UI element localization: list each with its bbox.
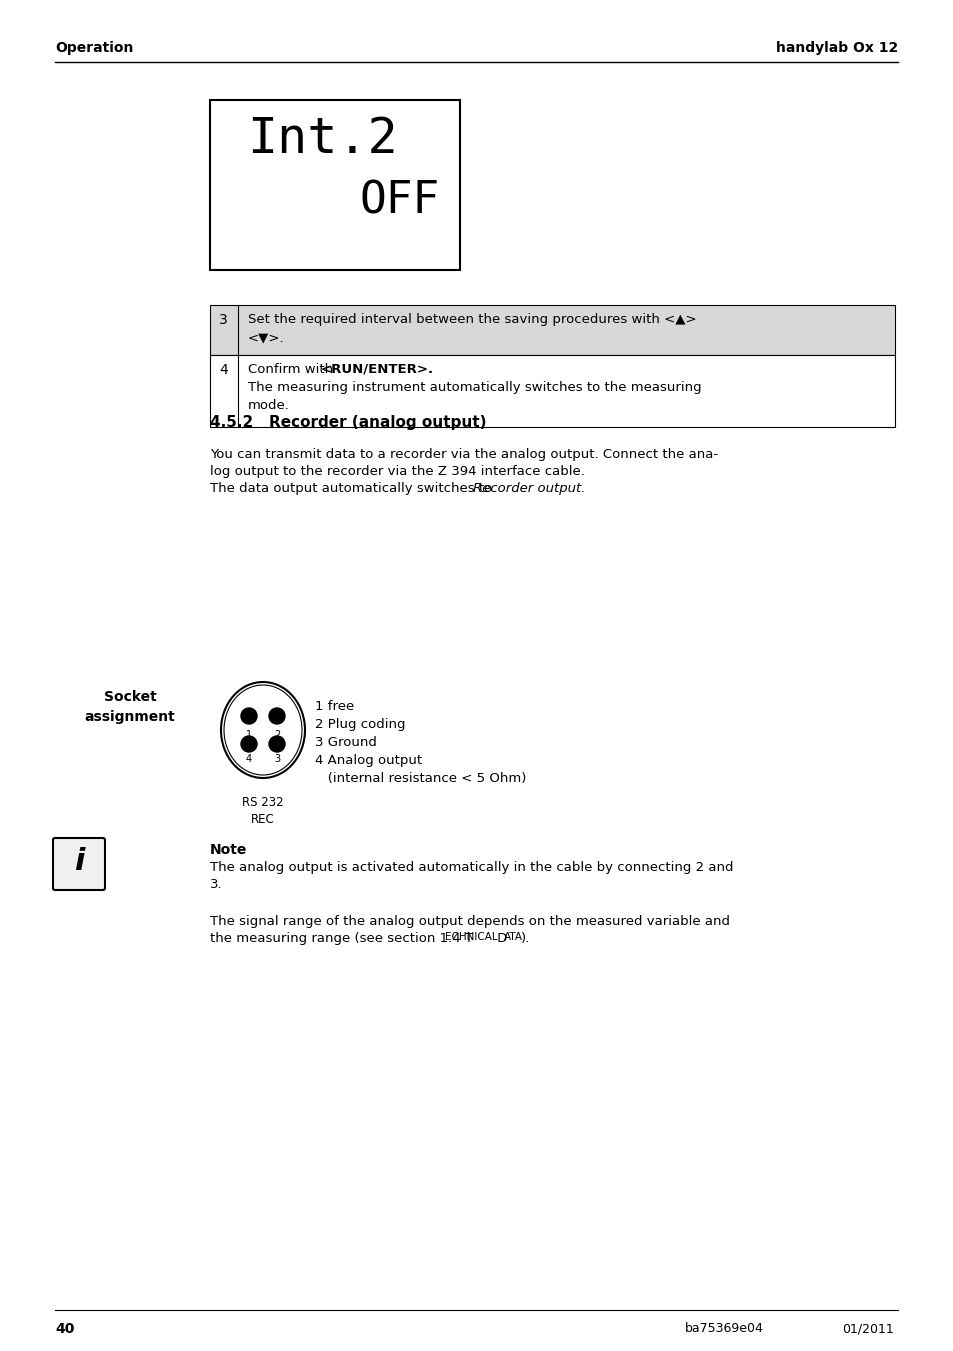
- Text: You can transmit data to a recorder via the analog output. Connect the ana-: You can transmit data to a recorder via …: [210, 449, 718, 461]
- Text: log output to the recorder via the Z 394 interface cable.: log output to the recorder via the Z 394…: [210, 465, 584, 478]
- FancyBboxPatch shape: [53, 838, 105, 890]
- Text: (internal resistance < 5 Ohm): (internal resistance < 5 Ohm): [314, 771, 526, 785]
- Text: Operation: Operation: [55, 41, 133, 55]
- Bar: [210, 305, 894, 355]
- Text: OFF: OFF: [359, 180, 439, 223]
- Circle shape: [269, 736, 285, 753]
- Text: ).: ).: [520, 932, 530, 944]
- Bar: [210, 355, 894, 427]
- Text: 4 Analog output: 4 Analog output: [314, 754, 421, 767]
- Text: Socket
assignment: Socket assignment: [85, 690, 175, 724]
- Text: ba75369e04: ba75369e04: [684, 1323, 763, 1335]
- Circle shape: [269, 708, 285, 724]
- Text: Set the required interval between the saving procedures with <▲>: Set the required interval between the sa…: [248, 313, 696, 326]
- Text: 40: 40: [55, 1323, 74, 1336]
- Text: The data output automatically switches to: The data output automatically switches t…: [210, 482, 496, 494]
- Text: 01/2011: 01/2011: [841, 1323, 893, 1335]
- Text: 1: 1: [246, 730, 252, 740]
- Circle shape: [241, 708, 256, 724]
- Text: the measuring range (see section 1.4 T: the measuring range (see section 1.4 T: [210, 932, 473, 944]
- Text: RS 232
REC: RS 232 REC: [242, 796, 283, 825]
- Text: 3: 3: [219, 313, 228, 327]
- Text: Int.2: Int.2: [247, 115, 397, 163]
- Text: mode.: mode.: [248, 399, 290, 412]
- Text: The measuring instrument automatically switches to the measuring: The measuring instrument automatically s…: [248, 381, 700, 394]
- Text: <RUN/ENTER>.: <RUN/ENTER>.: [320, 363, 434, 376]
- Text: 2: 2: [274, 730, 280, 740]
- Text: 4: 4: [246, 754, 252, 765]
- Circle shape: [241, 736, 256, 753]
- Text: 1 free: 1 free: [314, 700, 354, 713]
- Text: 3: 3: [274, 754, 280, 765]
- Text: ECHNICAL: ECHNICAL: [444, 932, 497, 942]
- Text: D: D: [493, 932, 507, 944]
- Text: i: i: [73, 847, 84, 877]
- Text: 4: 4: [219, 363, 228, 377]
- Text: Confirm with: Confirm with: [248, 363, 337, 376]
- Text: ATA: ATA: [503, 932, 522, 942]
- Text: The analog output is activated automatically in the cable by connecting 2 and: The analog output is activated automatic…: [210, 861, 733, 874]
- Text: Note: Note: [210, 843, 247, 857]
- Text: 3.: 3.: [210, 878, 222, 892]
- Text: Recorder output.: Recorder output.: [473, 482, 585, 494]
- Text: The signal range of the analog output depends on the measured variable and: The signal range of the analog output de…: [210, 915, 729, 928]
- Text: 2 Plug coding: 2 Plug coding: [314, 717, 405, 731]
- Text: handylab Ox 12: handylab Ox 12: [775, 41, 897, 55]
- Text: 4.5.2   Recorder (analog output): 4.5.2 Recorder (analog output): [210, 415, 486, 430]
- Bar: [210, 100, 459, 270]
- Text: <▼>.: <▼>.: [248, 331, 284, 345]
- Text: 3 Ground: 3 Ground: [314, 736, 376, 748]
